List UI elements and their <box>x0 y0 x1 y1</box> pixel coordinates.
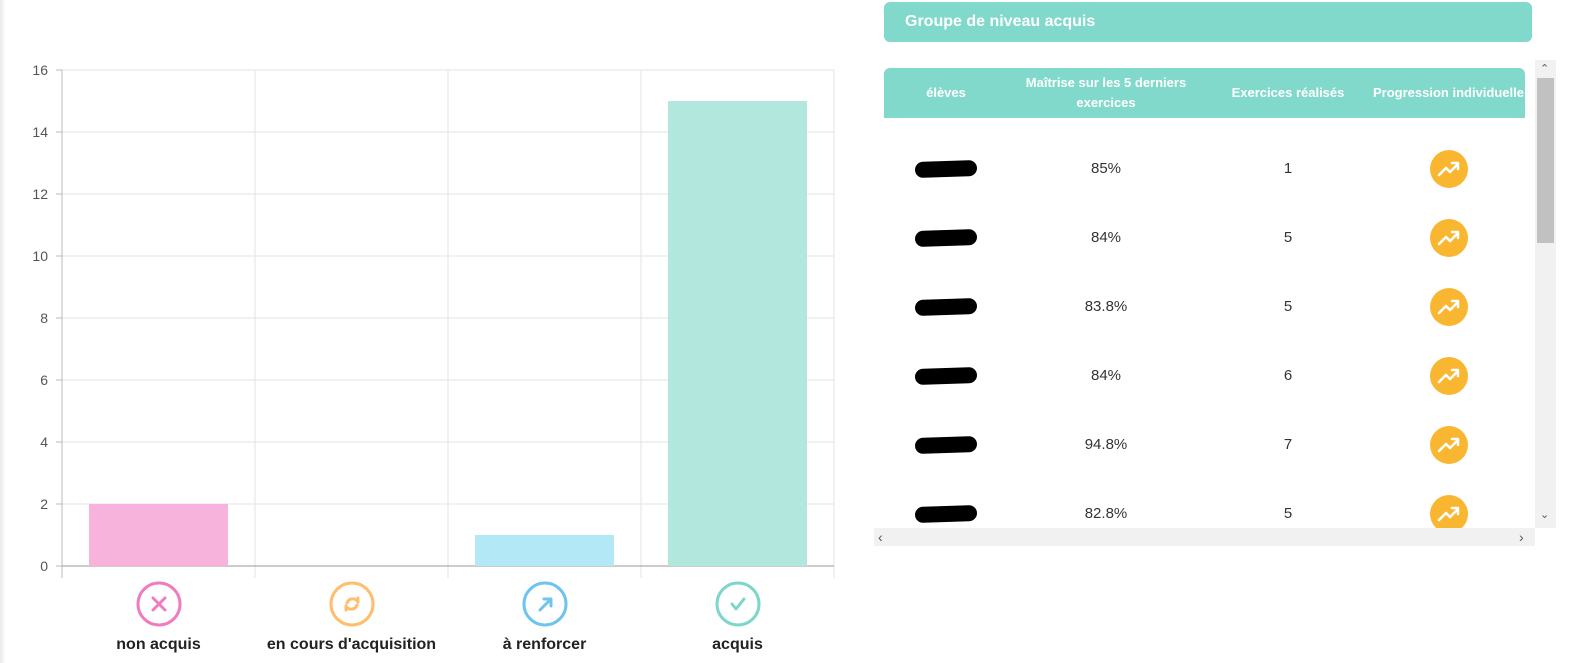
mastery-cell: 83.8% <box>1084 298 1128 315</box>
student-name-redacted <box>884 366 1008 386</box>
vertical-scrollbar[interactable]: ⌃ ⌄ <box>1535 60 1556 528</box>
y-tick-label: 16 <box>32 62 48 78</box>
y-tick-label: 8 <box>40 310 48 326</box>
category-label: à renforcer <box>502 636 587 653</box>
table-row: 84% 6 <box>884 356 1525 396</box>
category-label: non acquis <box>116 636 201 653</box>
trending-up-icon[interactable] <box>1429 357 1468 395</box>
horizontal-scrollbar[interactable]: ‹ › <box>874 528 1535 546</box>
arrow-up-right-circle-icon <box>522 581 567 627</box>
exercises-cell: 5 <box>1283 298 1293 315</box>
header-exercises: Exercices réalisés <box>1231 85 1345 100</box>
table-row: 84% 5 <box>884 218 1525 258</box>
bar-3 <box>668 101 807 566</box>
scroll-right-icon[interactable]: › <box>1519 529 1524 545</box>
exercises-cell: 5 <box>1283 505 1293 522</box>
table-header: élèves Maîtrise sur les 5 derniers exerc… <box>884 68 1525 118</box>
category-label: acquis <box>712 636 763 653</box>
table-row: 85% 1 <box>884 149 1525 189</box>
scroll-left-icon[interactable]: ‹ <box>878 529 883 545</box>
table-row: 82.8% 5 <box>884 494 1525 534</box>
exercises-cell: 1 <box>1283 160 1293 177</box>
scroll-down-icon[interactable]: ⌄ <box>1540 509 1550 521</box>
table-row: 83.8% 5 <box>884 287 1525 327</box>
bar-chart: 0 2 4 6 8 10 12 14 16 <box>32 62 835 578</box>
exercises-cell: 6 <box>1283 367 1293 384</box>
trending-up-icon[interactable] <box>1429 495 1468 533</box>
student-name-redacted <box>884 159 1008 179</box>
refresh-circle-icon <box>329 581 374 627</box>
student-name-redacted <box>884 435 1008 455</box>
bar-0 <box>89 504 228 566</box>
bar-2 <box>475 535 614 566</box>
y-tick-label: 4 <box>40 434 48 450</box>
student-name-redacted <box>884 504 1008 524</box>
table-row: 94.8% 7 <box>884 425 1525 465</box>
category-label: en cours d'acquisition <box>266 636 437 653</box>
group-title: Groupe de niveau acquis <box>884 2 1532 42</box>
y-tick-label: 0 <box>40 558 48 574</box>
trending-up-icon[interactable] <box>1429 426 1468 464</box>
exercises-cell: 5 <box>1283 229 1293 246</box>
mastery-cell: 84% <box>1090 367 1122 384</box>
mastery-cell: 82.8% <box>1084 505 1128 522</box>
scroll-up-icon[interactable]: ⌃ <box>1540 63 1550 75</box>
trending-up-icon[interactable] <box>1429 150 1468 188</box>
student-name-redacted <box>884 228 1008 248</box>
y-tick-label: 10 <box>32 248 48 264</box>
category-2: à renforcer <box>448 580 641 654</box>
header-students: élèves <box>926 85 966 100</box>
exercises-cell: 7 <box>1283 436 1293 453</box>
x-circle-icon <box>136 581 181 627</box>
mastery-cell: 84% <box>1090 229 1122 246</box>
y-tick-label: 2 <box>40 496 48 512</box>
category-1: en cours d'acquisition <box>255 580 448 654</box>
student-name-redacted <box>884 297 1008 317</box>
trending-up-icon[interactable] <box>1429 219 1468 257</box>
y-tick-label: 6 <box>40 372 48 388</box>
check-circle-icon <box>715 581 760 627</box>
y-tick-label: 14 <box>32 124 48 140</box>
header-progress: Progression individuelle <box>1373 85 1524 100</box>
category-0: non acquis <box>62 580 255 654</box>
header-mastery: Maîtrise sur les 5 derniers exercices <box>1025 75 1187 110</box>
scrollbar-thumb[interactable] <box>1537 78 1554 243</box>
mastery-cell: 85% <box>1090 160 1122 177</box>
students-table: élèves Maîtrise sur les 5 derniers exerc… <box>874 60 1556 546</box>
page-edge <box>0 0 6 663</box>
mastery-cell: 94.8% <box>1084 436 1128 453</box>
y-tick-label: 12 <box>32 186 48 202</box>
trending-up-icon[interactable] <box>1429 288 1468 326</box>
category-3: acquis <box>641 580 834 654</box>
